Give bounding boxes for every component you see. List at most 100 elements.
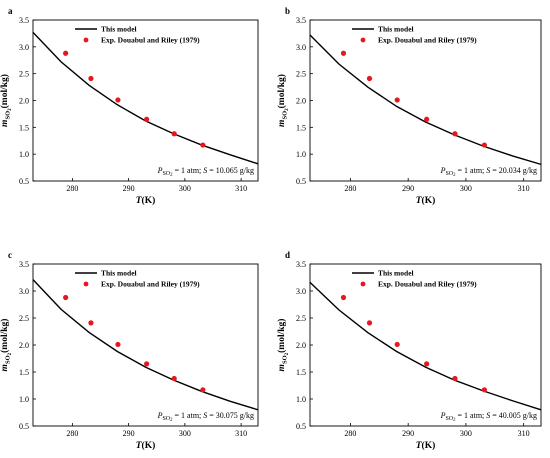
y-tick-label: 2.0 (19, 341, 29, 350)
legend-point-swatch (83, 37, 89, 43)
y-tick-label: 1.5 (19, 123, 29, 132)
y-axis-sub2: 2 (285, 352, 290, 355)
annot-p-var: P (157, 411, 163, 420)
panel-letter: b (285, 6, 290, 16)
y-tick-label: 2.0 (19, 97, 29, 106)
exp-data-point (340, 50, 347, 56)
y-axis-unit: (mol/kg) (0, 74, 10, 108)
y-tick-label: 3.0 (296, 43, 306, 52)
y-tick-label: 1.5 (296, 368, 306, 377)
exp-data-point (171, 131, 177, 137)
y-axis-sub: SO (5, 111, 12, 120)
annot-p-sub2: 2 (170, 173, 173, 178)
y-axis-title: mSO2(mol/kg) (276, 74, 290, 127)
y-tick-label: 1.0 (19, 150, 29, 159)
x-axis-var: T (416, 441, 423, 451)
annot-p-var: P (157, 166, 163, 175)
exp-data-point (366, 320, 373, 326)
y-axis-title: mSO2(mol/kg) (0, 74, 13, 127)
exp-data-point (144, 116, 150, 122)
exp-data-point (424, 116, 430, 122)
y-tick-label: 2.5 (19, 314, 29, 323)
y-axis-unit: (mol/kg) (276, 74, 287, 108)
condition-annotation: PSO2 = 1 atm; S = 40.005 g/kg (440, 411, 537, 423)
y-tick-label: 1.5 (296, 123, 306, 132)
x-axis-title: T(K) (416, 440, 436, 451)
y-axis-title: mSO2(mol/kg) (276, 319, 290, 372)
annot-p-var: P (440, 166, 446, 175)
annot-p-sub: SO (445, 171, 453, 177)
y-axis-var: m (0, 364, 10, 371)
exp-data-point (340, 294, 347, 301)
x-tick-label: 310 (518, 184, 530, 193)
exp-data-point (452, 131, 458, 137)
exp-data-point (366, 75, 373, 82)
annot-p-sub2: 2 (453, 173, 456, 178)
x-tick-label: 300 (460, 184, 472, 193)
y-tick-label: 0.5 (296, 177, 306, 186)
y-tick-label: 3.5 (296, 260, 306, 269)
model-curve (309, 281, 542, 411)
x-tick-label: 310 (518, 429, 530, 438)
y-tick-label: 2.5 (19, 70, 29, 79)
x-tick-label: 300 (460, 429, 472, 438)
x-axis-unit: (K) (422, 440, 436, 451)
y-tick-label: 3.0 (19, 43, 29, 52)
annot-s-rest: = 40.005 g/kg (490, 411, 537, 420)
annot-s-rest: = 20.034 g/kg (490, 166, 537, 175)
exp-data-point (63, 294, 69, 301)
annot-p-rest: = 1 atm; (456, 166, 487, 175)
annot-s-var: S (486, 166, 490, 175)
exp-data-point (88, 75, 94, 82)
x-tick-label: 280 (344, 184, 356, 193)
x-tick-label: 290 (402, 184, 414, 193)
y-tick-label: 1.0 (296, 150, 306, 159)
x-axis-unit: (K) (142, 195, 156, 206)
legend-model-label: This model (101, 25, 137, 34)
legend-point-swatch (360, 37, 366, 43)
y-tick-label: 2.0 (296, 97, 306, 106)
legend-model-label: This model (378, 269, 414, 278)
y-axis-sub: SO (5, 355, 12, 364)
y-tick-label: 3.0 (296, 287, 306, 296)
x-tick-label: 300 (179, 184, 191, 193)
x-tick-label: 280 (66, 429, 78, 438)
exp-data-point (115, 97, 121, 103)
x-tick-label: 310 (235, 429, 247, 438)
y-tick-label: 3.0 (19, 287, 29, 296)
x-tick-label: 290 (123, 429, 135, 438)
condition-annotation: PSO2 = 1 atm; S = 10.065 g/kg (157, 166, 254, 178)
x-axis-title: T(K) (416, 195, 436, 206)
y-tick-label: 1.5 (19, 368, 29, 377)
y-axis-unit: (mol/kg) (0, 319, 10, 353)
exp-data-point (200, 387, 206, 393)
y-axis-var: m (277, 364, 287, 371)
y-axis-sub2: 2 (8, 108, 13, 111)
y-tick-label: 2.0 (296, 341, 306, 350)
x-tick-label: 290 (123, 184, 135, 193)
annot-s-var: S (203, 166, 207, 175)
legend-exp-label: Exp. Douabul and Riley (1979) (378, 36, 477, 45)
annot-p-rest: = 1 atm; (173, 166, 204, 175)
condition-annotation: PSO2 = 1 atm; S = 30.075 g/kg (157, 411, 254, 423)
y-tick-label: 0.5 (19, 422, 29, 431)
model-curve (32, 279, 259, 411)
panel-letter: a (8, 6, 13, 16)
x-axis-unit: (K) (422, 195, 436, 206)
annot-s-var: S (203, 411, 207, 420)
y-tick-label: 1.0 (19, 395, 29, 404)
condition-annotation: PSO2 = 1 atm; S = 20.034 g/kg (440, 166, 537, 178)
x-axis-title: T(K) (136, 195, 156, 206)
x-axis-title: T(K) (136, 440, 156, 451)
exp-data-point (452, 375, 458, 382)
y-axis-sub2: 2 (8, 352, 13, 355)
exp-data-point (424, 361, 430, 367)
exp-data-point (171, 375, 177, 382)
y-tick-label: 3.5 (19, 16, 29, 25)
x-tick-label: 310 (235, 184, 247, 193)
annot-p-var: P (440, 411, 446, 420)
